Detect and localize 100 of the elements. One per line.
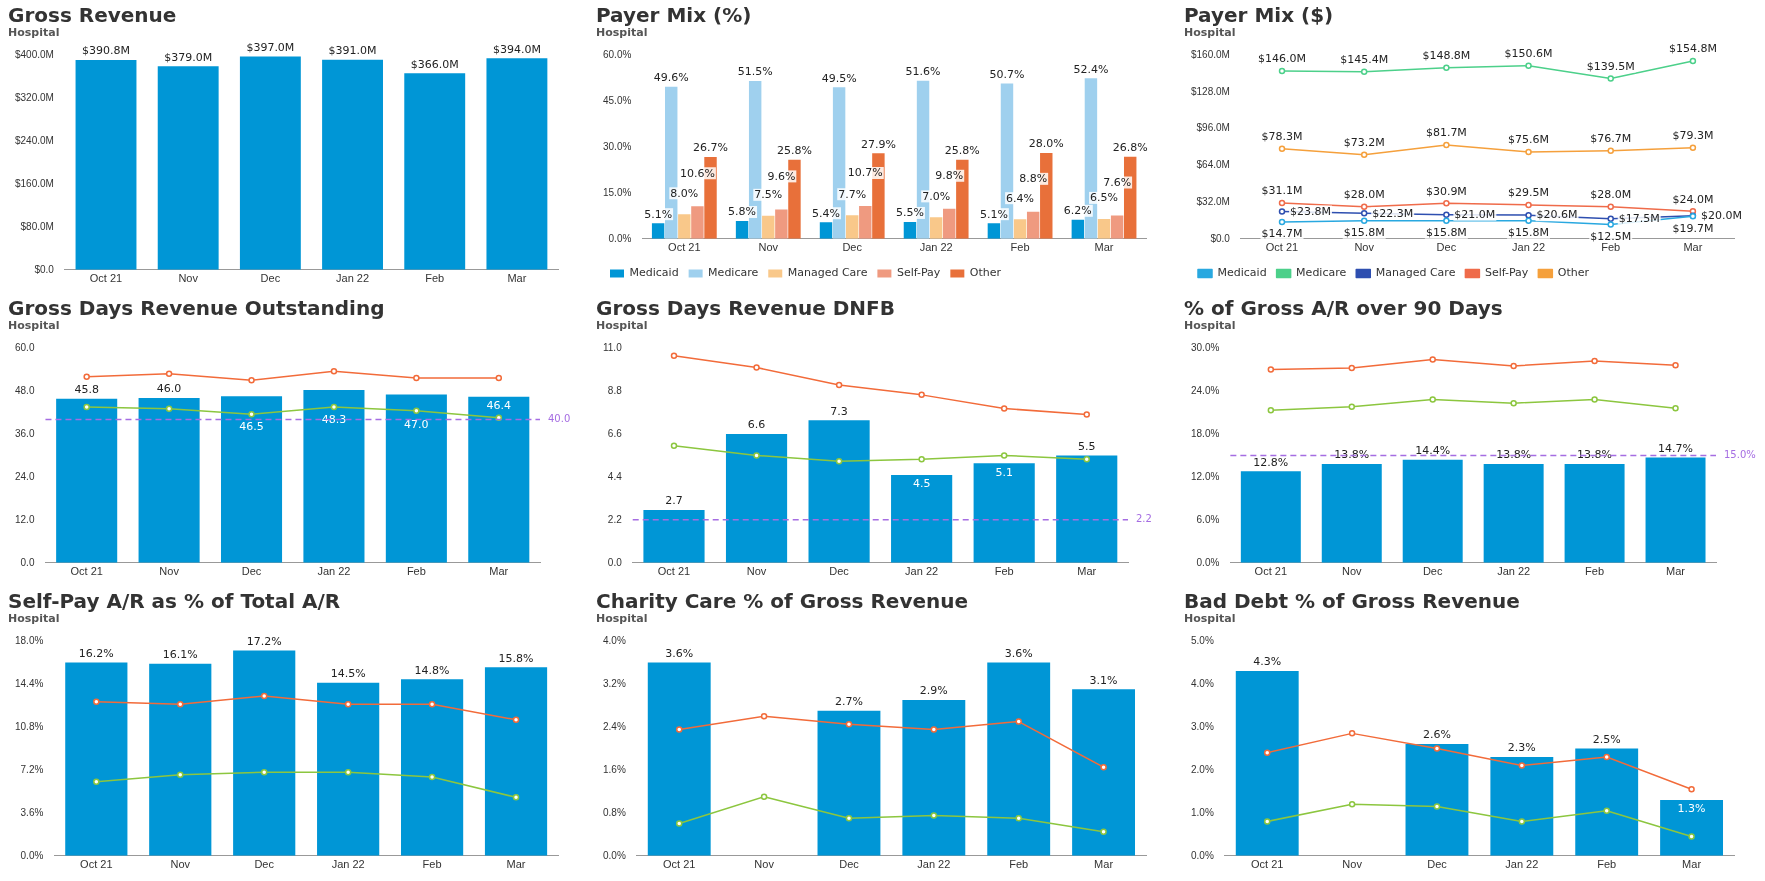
legend-label: Medicare bbox=[1296, 266, 1347, 280]
x-tick-label: Oct 21 bbox=[663, 858, 696, 871]
data-label: $150.6M bbox=[1504, 47, 1553, 61]
x-tick-label: Feb bbox=[1597, 858, 1617, 871]
data-label: $154.8M bbox=[1668, 42, 1717, 56]
data-label: $148.8M bbox=[1422, 49, 1471, 63]
y-tick-label: 3.0% bbox=[1191, 720, 1214, 732]
chart-title: Payer Mix (%) bbox=[596, 3, 753, 27]
y-tick-label: 0.0% bbox=[1196, 556, 1220, 568]
y-tick-label: $128.0M bbox=[1190, 85, 1230, 97]
x-tick-label: Mar bbox=[507, 272, 527, 285]
y-tick-label: 4.0% bbox=[1191, 677, 1214, 689]
data-label: 7.3 bbox=[830, 404, 848, 418]
x-tick-label: Jan 22 bbox=[317, 565, 351, 578]
data-label: $29.5M bbox=[1508, 186, 1550, 200]
chart-subtitle: Hospital bbox=[1184, 319, 1237, 332]
x-tick-label: Mar bbox=[506, 858, 526, 871]
x-tick-label: Oct 21 bbox=[668, 241, 701, 254]
x-tick-label: Oct 21 bbox=[70, 565, 103, 578]
data-label: 5.1 bbox=[995, 465, 1013, 479]
data-label: 6.4% bbox=[1006, 191, 1035, 205]
y-tick-label: $80.0M bbox=[20, 220, 54, 232]
x-tick-label: Oct 21 bbox=[657, 565, 691, 578]
x-tick-label: Dec bbox=[1427, 858, 1448, 871]
x-tick-label: Oct 21 bbox=[1265, 241, 1299, 254]
data-label: 5.8% bbox=[728, 205, 757, 219]
data-label: 51.5% bbox=[737, 65, 773, 79]
y-tick-label: 5.0% bbox=[1191, 634, 1214, 646]
chart-title: Gross Days Revenue DNFB bbox=[596, 296, 896, 320]
data-label: 45.8 bbox=[74, 383, 99, 397]
data-label: 6.5% bbox=[1090, 191, 1119, 205]
ref-line-label: 2.2 bbox=[1136, 513, 1152, 525]
data-label: 5.1% bbox=[979, 207, 1008, 221]
data-label: $75.6M bbox=[1508, 133, 1550, 147]
y-tick-label: 1.6% bbox=[603, 763, 626, 775]
x-tick-label: Jan 22 bbox=[1497, 565, 1531, 578]
data-label: $23.8M bbox=[1290, 204, 1331, 218]
ref-line-label: 40.0 bbox=[548, 413, 571, 425]
x-tick-label: Nov bbox=[1341, 565, 1363, 578]
x-tick-label: Jan 22 bbox=[1505, 858, 1539, 871]
x-tick-label: Mar bbox=[1682, 858, 1702, 871]
data-label: $73.2M bbox=[1343, 136, 1385, 150]
data-label: $15.8M bbox=[1343, 226, 1385, 240]
y-tick-label: 36.0 bbox=[14, 427, 35, 439]
data-label: $22.3M bbox=[1372, 206, 1414, 220]
data-label: $390.8M bbox=[82, 44, 130, 58]
data-label: 10.6% bbox=[679, 166, 715, 180]
y-tick-label: 0.8% bbox=[603, 806, 626, 818]
y-tick-label: 10.8% bbox=[15, 720, 44, 732]
x-tick-label: Jan 22 bbox=[336, 272, 370, 285]
data-label: 13.8% bbox=[1577, 448, 1613, 462]
x-tick-label: Mar bbox=[489, 565, 509, 578]
y-tick-label: 14.4% bbox=[15, 677, 44, 689]
x-tick-label: Oct 21 bbox=[80, 858, 113, 871]
y-tick-label: $160.0M bbox=[1190, 48, 1230, 60]
data-label: 5.5% bbox=[895, 206, 924, 220]
data-label: 47.0 bbox=[404, 417, 429, 431]
data-label: 49.5% bbox=[821, 71, 857, 85]
data-label: 27.9% bbox=[860, 137, 896, 151]
x-tick-label: Mar bbox=[1094, 241, 1114, 254]
y-tick-label: $32.0M bbox=[1196, 195, 1230, 207]
data-label: 3.6% bbox=[1004, 646, 1033, 660]
data-label: $139.5M bbox=[1586, 59, 1635, 73]
data-label: 13.8% bbox=[1334, 448, 1370, 462]
x-tick-label: Dec bbox=[241, 565, 262, 578]
y-tick-label: 0.0 bbox=[20, 556, 35, 568]
data-label: 46.4 bbox=[486, 399, 512, 413]
y-tick-label: $96.0M bbox=[1196, 122, 1230, 134]
legend-label: Managed Care bbox=[787, 266, 868, 280]
y-tick-label: 12.0 bbox=[14, 513, 35, 525]
data-label: 14.7% bbox=[1658, 441, 1694, 455]
y-tick-label: 0.0% bbox=[20, 849, 44, 861]
x-tick-label: Jan 22 bbox=[905, 565, 939, 578]
data-label: $19.7M bbox=[1672, 221, 1714, 235]
y-tick-label: 11.0 bbox=[602, 341, 623, 353]
data-label: 9.6% bbox=[767, 169, 796, 183]
data-label: 14.4% bbox=[1415, 444, 1451, 458]
y-tick-label: 0.0% bbox=[608, 232, 632, 244]
data-label: 6.2% bbox=[1063, 204, 1092, 218]
data-label: $81.7M bbox=[1425, 126, 1467, 140]
data-label: 7.5% bbox=[754, 188, 783, 202]
y-tick-label: 2.2 bbox=[607, 513, 623, 525]
x-tick-label: Nov bbox=[754, 858, 775, 871]
data-label: 2.9% bbox=[919, 684, 948, 698]
chart-subtitle: Hospital bbox=[1184, 26, 1237, 39]
y-tick-label: 45.0% bbox=[603, 94, 632, 106]
x-tick-label: Jan 22 bbox=[919, 241, 953, 254]
x-tick-label: Mar bbox=[1683, 241, 1703, 254]
y-tick-label: 12.0% bbox=[1191, 470, 1220, 482]
x-tick-label: Nov bbox=[1342, 858, 1363, 871]
y-tick-label: $320.0M bbox=[14, 91, 54, 103]
x-tick-label: Dec bbox=[1422, 565, 1443, 578]
data-label: 16.1% bbox=[162, 648, 198, 662]
y-tick-label: 6.0% bbox=[1196, 513, 1220, 525]
x-tick-label: Feb bbox=[1585, 565, 1605, 578]
y-tick-label: 3.6% bbox=[20, 806, 44, 818]
data-label: 6.6 bbox=[747, 418, 766, 432]
x-tick-label: Jan 22 bbox=[917, 858, 951, 871]
chart-title: % of Gross A/R over 90 Days bbox=[1184, 296, 1504, 320]
legend-label: Medicare bbox=[708, 266, 759, 280]
